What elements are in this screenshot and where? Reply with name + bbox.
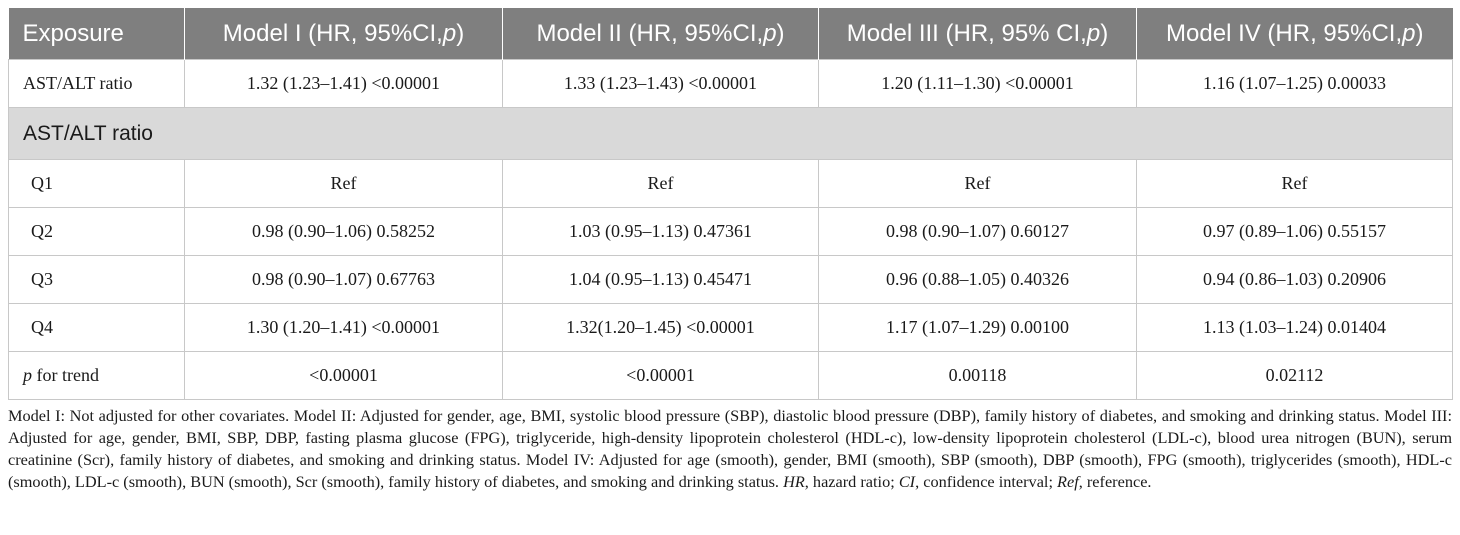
table-cell: 1.32(1.20–1.45) <0.00001 bbox=[502, 303, 819, 352]
abbr-term: HR bbox=[783, 472, 805, 491]
table-cell: 1.17 (1.07–1.29) 0.00100 bbox=[818, 303, 1137, 352]
table-cell: 1.32 (1.23–1.41) <0.00001 bbox=[184, 59, 503, 108]
section-label: AST/ALT ratio bbox=[8, 107, 1453, 160]
table-cell: 0.96 (0.88–1.05) 0.40326 bbox=[818, 255, 1137, 304]
row-label: AST/ALT ratio bbox=[8, 59, 185, 108]
table-cell: Ref bbox=[1136, 159, 1453, 208]
table-cell: Ref bbox=[184, 159, 503, 208]
table-row-trend: p for trend <0.00001 <0.00001 0.00118 0.… bbox=[8, 351, 1453, 400]
table-cell: <0.00001 bbox=[184, 351, 503, 400]
header-exposure: Exposure bbox=[8, 8, 185, 60]
table-cell: 0.97 (0.89–1.06) 0.55157 bbox=[1136, 207, 1453, 256]
table-row-q1: Q1 Ref Ref Ref Ref bbox=[8, 159, 1453, 208]
table-cell: 1.03 (0.95–1.13) 0.47361 bbox=[502, 207, 819, 256]
abbr-def: , hazard ratio; bbox=[804, 472, 899, 491]
table-cell: 1.33 (1.23–1.43) <0.00001 bbox=[502, 59, 819, 108]
header-model-3: Model III (HR, 95% CI,p) bbox=[818, 8, 1137, 60]
results-table-container: Exposure Model I (HR, 95%CI,p) Model II … bbox=[8, 8, 1453, 400]
footnote-text: Model I: Not adjusted for other covariat… bbox=[8, 406, 1452, 491]
row-label: Q2 bbox=[8, 207, 185, 256]
table-footnote: Model I: Not adjusted for other covariat… bbox=[8, 405, 1452, 493]
table-cell: 0.98 (0.90–1.07) 0.60127 bbox=[818, 207, 1137, 256]
table-cell: 1.16 (1.07–1.25) 0.00033 bbox=[1136, 59, 1453, 108]
header-model-1: Model I (HR, 95%CI,p) bbox=[184, 8, 503, 60]
header-model-2: Model II (HR, 95%CI,p) bbox=[502, 8, 819, 60]
table-cell: 0.94 (0.86–1.03) 0.20906 bbox=[1136, 255, 1453, 304]
table-cell: Ref bbox=[502, 159, 819, 208]
section-row: AST/ALT ratio bbox=[8, 107, 1453, 160]
abbr-def: , reference. bbox=[1078, 472, 1152, 491]
table-cell: 0.02112 bbox=[1136, 351, 1453, 400]
results-table: Exposure Model I (HR, 95%CI,p) Model II … bbox=[8, 8, 1453, 400]
table-row-q3: Q3 0.98 (0.90–1.07) 0.67763 1.04 (0.95–1… bbox=[8, 255, 1453, 304]
table-row-continuous: AST/ALT ratio 1.32 (1.23–1.41) <0.00001 … bbox=[8, 59, 1453, 108]
abbr-def: , confidence interval; bbox=[915, 472, 1058, 491]
table-cell: 1.13 (1.03–1.24) 0.01404 bbox=[1136, 303, 1453, 352]
table-cell: 0.98 (0.90–1.06) 0.58252 bbox=[184, 207, 503, 256]
row-label: Q4 bbox=[8, 303, 185, 352]
row-label: Q3 bbox=[8, 255, 185, 304]
table-cell: Ref bbox=[818, 159, 1137, 208]
table-cell: 0.00118 bbox=[818, 351, 1137, 400]
table-cell: 1.04 (0.95–1.13) 0.45471 bbox=[502, 255, 819, 304]
row-label: p for trend bbox=[8, 351, 185, 400]
table-cell: 1.30 (1.20–1.41) <0.00001 bbox=[184, 303, 503, 352]
abbr-term: CI bbox=[898, 472, 916, 491]
abbr-term: Ref bbox=[1057, 472, 1079, 491]
table-cell: 1.20 (1.11–1.30) <0.00001 bbox=[818, 59, 1137, 108]
table-cell: <0.00001 bbox=[502, 351, 819, 400]
table-row-q2: Q2 0.98 (0.90–1.06) 0.58252 1.03 (0.95–1… bbox=[8, 207, 1453, 256]
row-label: Q1 bbox=[8, 159, 185, 208]
header-model-4: Model IV (HR, 95%CI,p) bbox=[1136, 8, 1453, 60]
header-row: Exposure Model I (HR, 95%CI,p) Model II … bbox=[8, 8, 1453, 60]
table-row-q4: Q4 1.30 (1.20–1.41) <0.00001 1.32(1.20–1… bbox=[8, 303, 1453, 352]
table-cell: 0.98 (0.90–1.07) 0.67763 bbox=[184, 255, 503, 304]
